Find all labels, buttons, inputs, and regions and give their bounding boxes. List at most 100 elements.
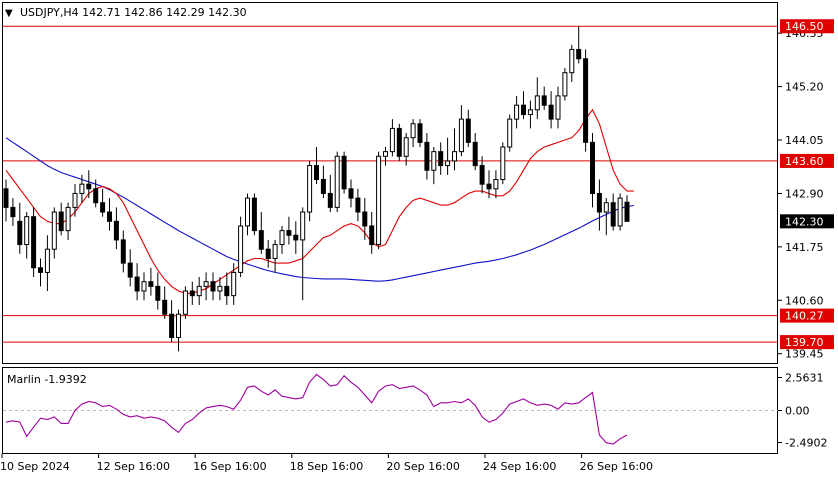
candle xyxy=(100,188,106,217)
price-tick-label: 144.05 xyxy=(785,134,824,147)
candle xyxy=(376,151,382,250)
candle xyxy=(493,170,499,199)
candle xyxy=(576,26,582,64)
candle xyxy=(410,119,416,147)
candle xyxy=(79,174,85,203)
candle-body-bearish xyxy=(58,211,64,232)
candle xyxy=(417,119,423,147)
candle-body-bearish xyxy=(155,285,161,301)
candle xyxy=(507,114,513,152)
candle-body-bullish xyxy=(452,151,457,162)
candle xyxy=(293,221,299,254)
candlesticks xyxy=(3,26,630,352)
main-plot-frame xyxy=(2,2,778,364)
candle xyxy=(479,156,485,194)
candle xyxy=(93,179,99,208)
candle xyxy=(251,193,257,236)
slow-moving-average xyxy=(5,137,634,282)
candle xyxy=(155,272,161,310)
level-lines xyxy=(3,25,778,343)
candle xyxy=(86,170,92,199)
candle-body-bullish xyxy=(300,211,306,241)
fast-moving-average xyxy=(5,108,634,294)
candle xyxy=(527,100,533,129)
level-tag-label: 143.60 xyxy=(785,155,824,168)
candle xyxy=(31,207,37,278)
candle xyxy=(438,142,444,175)
candle-body-bullish xyxy=(534,95,540,111)
candle-body-bearish xyxy=(465,118,471,143)
time-tick-label: 12 Sep 16:00 xyxy=(97,460,170,473)
candle-body-bullish xyxy=(431,151,437,171)
candle xyxy=(514,95,520,129)
candle-body-bearish xyxy=(320,179,326,194)
candle xyxy=(231,263,237,305)
time-tick-label: 20 Sep 16:00 xyxy=(386,460,459,473)
candle-body-bearish xyxy=(251,197,257,232)
candle-body-bullish xyxy=(65,206,71,232)
candle-body-bullish xyxy=(79,183,85,194)
candle-body-bullish xyxy=(141,281,147,292)
level-tag-label: 139.70 xyxy=(785,336,824,349)
candle-body-bullish xyxy=(376,155,382,246)
candle-body-bearish xyxy=(348,188,354,199)
candle-body-bullish xyxy=(603,202,609,213)
candle xyxy=(134,263,140,301)
candle xyxy=(452,128,457,171)
candle-body-bearish xyxy=(479,165,485,185)
candle xyxy=(383,147,388,166)
candle-body-bearish xyxy=(86,183,92,190)
candle xyxy=(272,239,278,273)
candle xyxy=(341,151,347,194)
candle-body-bearish xyxy=(286,230,292,236)
fast-ma-line xyxy=(5,108,634,294)
candle xyxy=(127,249,133,287)
candle xyxy=(141,272,147,301)
candle-body-bullish xyxy=(569,48,575,74)
symbol-dropdown-arrow-icon[interactable]: ▼ xyxy=(5,8,13,19)
candle-body-bearish xyxy=(107,211,112,222)
candle-body-bearish xyxy=(396,127,402,157)
price-tick-label: 145.20 xyxy=(785,81,824,94)
candle xyxy=(196,277,202,305)
candle xyxy=(182,286,188,319)
candle xyxy=(603,198,609,236)
candle xyxy=(245,193,250,236)
candle-body-bullish xyxy=(24,216,30,246)
candle xyxy=(113,207,119,250)
candle-body-bearish xyxy=(148,281,154,287)
candle xyxy=(534,77,540,120)
candle xyxy=(148,267,154,296)
indicator-tick-label: 2.5631 xyxy=(785,371,824,384)
candle-body-bullish xyxy=(493,179,499,190)
price-tick-label: 141.75 xyxy=(785,241,824,254)
candle-body-bullish xyxy=(403,137,409,157)
time-tick-label: 16 Sep 16:00 xyxy=(193,460,266,473)
candle xyxy=(569,44,575,82)
candle-body-bullish xyxy=(279,230,285,246)
marlin-line xyxy=(5,373,628,445)
candle xyxy=(265,239,271,268)
candle-body-bearish xyxy=(362,211,368,227)
candle-body-bearish xyxy=(93,188,99,204)
candle xyxy=(583,49,589,152)
candle-body-bullish xyxy=(51,211,57,250)
candle-body-bullish xyxy=(458,118,464,153)
candle-body-bearish xyxy=(162,299,168,315)
candle xyxy=(355,188,361,222)
candle-body-bearish xyxy=(127,262,133,278)
candle-body-bearish xyxy=(583,58,589,143)
candle-body-bearish xyxy=(472,141,478,167)
current-price-tag-background xyxy=(780,214,834,229)
level-tag-background xyxy=(780,335,834,350)
candle xyxy=(465,109,471,147)
candle xyxy=(431,147,437,185)
indicator-label: Marlin -1.9392 xyxy=(7,373,87,386)
symbol-header: USDJPY,H4 142.71 142.86 142.29 142.30 xyxy=(20,6,247,19)
candle-body-bearish xyxy=(341,155,347,190)
indicator-tick-label: -2.4902 xyxy=(785,437,827,450)
candle xyxy=(307,160,313,222)
candle-body-bearish xyxy=(610,202,616,227)
level-tag-background xyxy=(780,308,834,323)
